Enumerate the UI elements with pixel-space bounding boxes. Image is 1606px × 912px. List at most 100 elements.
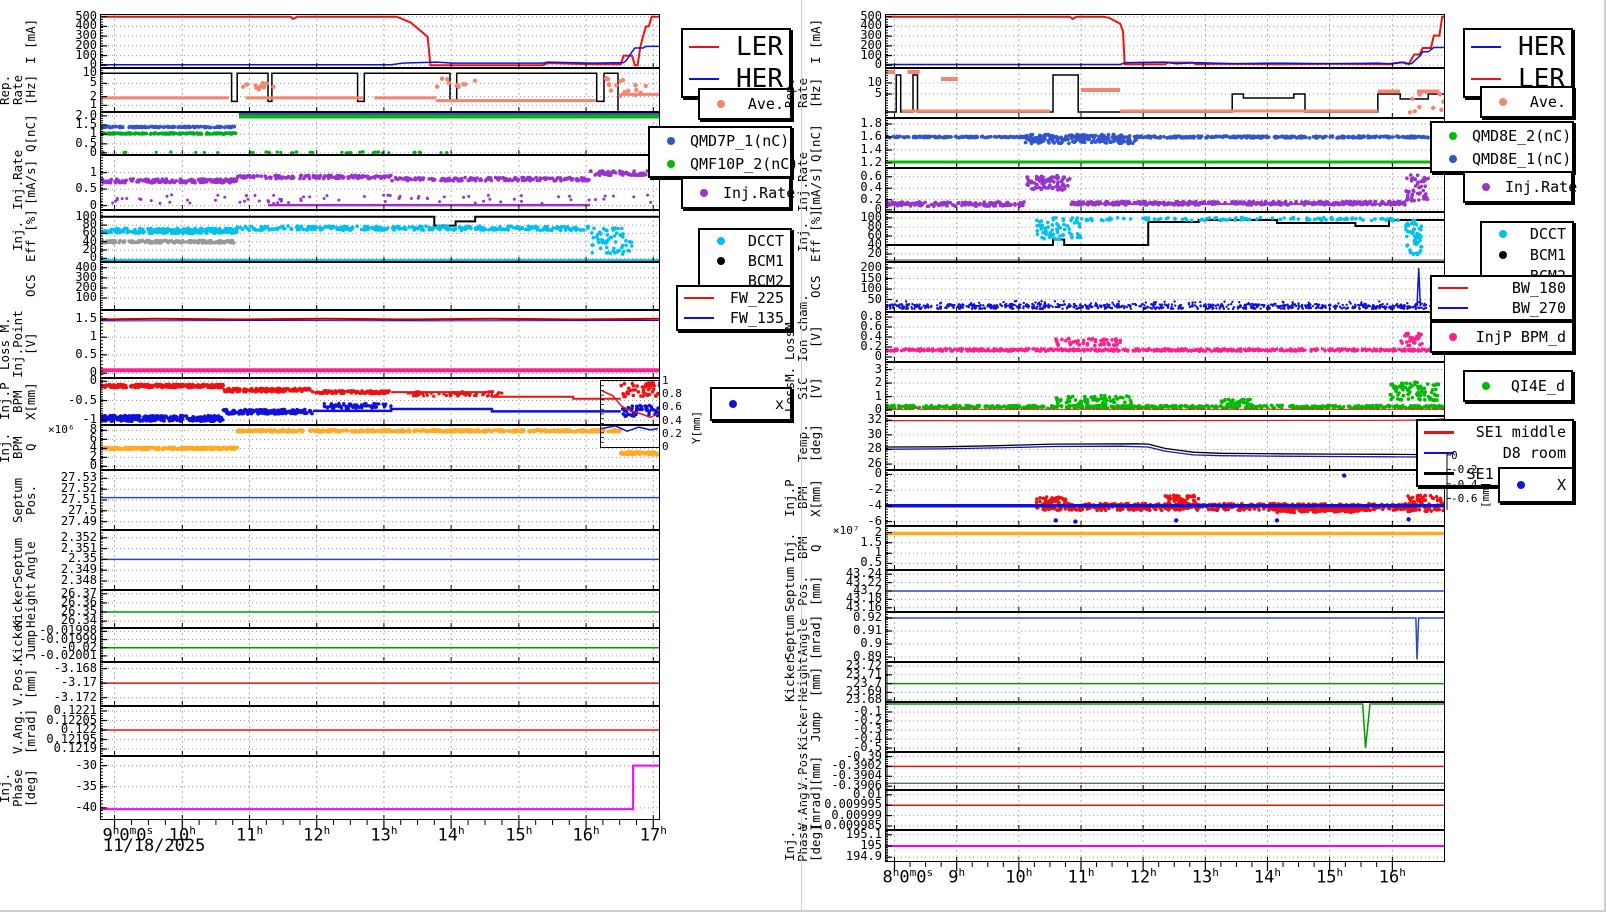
series-dot bbox=[344, 151, 349, 155]
series-dot bbox=[149, 124, 154, 129]
series-dot bbox=[1011, 135, 1015, 139]
plot-border bbox=[885, 68, 1445, 118]
series-dot bbox=[620, 245, 624, 250]
series-dot bbox=[146, 178, 150, 183]
subplot-q-nc bbox=[885, 118, 1445, 168]
series-dot bbox=[612, 429, 617, 434]
series-dot bbox=[288, 388, 292, 393]
xtick-label: 11h bbox=[235, 824, 264, 846]
series-dot bbox=[524, 227, 528, 232]
series-dot bbox=[127, 239, 132, 244]
legend-label: Ave. bbox=[747, 95, 784, 113]
xtick-label: 10h bbox=[168, 824, 196, 846]
plot-border bbox=[100, 470, 660, 530]
series-dot bbox=[159, 414, 163, 418]
series-dot bbox=[243, 225, 247, 229]
series-dot bbox=[585, 224, 590, 229]
legend-label: LER bbox=[736, 32, 783, 62]
ytick-label: 26.36 bbox=[60, 594, 97, 609]
series-dot bbox=[192, 417, 197, 421]
series-dot bbox=[209, 241, 213, 245]
ytick-label: 0 bbox=[89, 365, 97, 380]
series-dot bbox=[162, 446, 167, 451]
series-dot bbox=[453, 227, 458, 231]
legend-entry: Inj.Rate bbox=[685, 184, 795, 202]
series-dot bbox=[158, 124, 162, 129]
series-dot bbox=[638, 173, 642, 178]
series-dot bbox=[179, 125, 183, 129]
series-dot bbox=[221, 132, 225, 136]
series-dot bbox=[380, 151, 385, 155]
series-dot bbox=[591, 235, 596, 240]
series-dot bbox=[484, 177, 489, 181]
legend-label: FW_135 bbox=[729, 309, 784, 327]
series-dot bbox=[650, 390, 655, 394]
series-dot bbox=[601, 226, 606, 231]
series-dot bbox=[350, 429, 355, 434]
legend-line-marker bbox=[685, 77, 723, 81]
series-dot bbox=[389, 404, 393, 408]
ylabel-loss-m: Loss M. Inj.Point [V] bbox=[0, 310, 38, 378]
series-line bbox=[100, 45, 660, 66]
series-dot bbox=[235, 445, 239, 450]
series-dot bbox=[938, 135, 943, 139]
series-dot bbox=[275, 227, 280, 232]
series-dot bbox=[340, 428, 345, 433]
series-dot bbox=[308, 195, 312, 199]
ytick-label: 300 bbox=[860, 28, 882, 43]
series-dot bbox=[253, 194, 257, 197]
series-dot bbox=[649, 200, 653, 204]
plot-border bbox=[100, 628, 660, 662]
subplot-ocs bbox=[100, 262, 660, 310]
series-dot bbox=[1439, 107, 1444, 112]
series-dot bbox=[153, 131, 158, 135]
ytick-label: 1.5 bbox=[75, 310, 97, 325]
series-dot bbox=[416, 196, 420, 200]
series-dot bbox=[427, 177, 432, 181]
series-dot bbox=[170, 193, 174, 197]
plot-border bbox=[100, 14, 660, 68]
series-dot bbox=[349, 151, 353, 155]
ylabel-v-ang: V.Ang. [mrad] bbox=[10, 708, 38, 754]
series-dot bbox=[219, 231, 224, 235]
series-dot bbox=[384, 402, 388, 406]
series-dot bbox=[610, 170, 614, 174]
series-dot bbox=[122, 179, 127, 183]
series-dot bbox=[302, 195, 306, 199]
series-dot bbox=[162, 125, 166, 129]
series-dot bbox=[643, 172, 648, 177]
plot-border bbox=[100, 530, 660, 590]
series-dot bbox=[332, 390, 336, 395]
series-dot bbox=[495, 177, 500, 181]
series-dot bbox=[236, 225, 240, 230]
ytick-label: 2.348 bbox=[60, 573, 97, 587]
series-dot bbox=[608, 88, 614, 93]
ytick-label: -0.01998 bbox=[39, 623, 97, 638]
series-dot bbox=[207, 132, 212, 136]
series-dot bbox=[481, 429, 485, 434]
series-dot bbox=[178, 419, 183, 423]
series-dot bbox=[558, 429, 563, 434]
series-dot bbox=[373, 405, 377, 409]
series-dot bbox=[136, 240, 140, 245]
series-dot bbox=[406, 391, 410, 395]
series-dot bbox=[204, 125, 209, 129]
series-dot bbox=[379, 176, 383, 181]
series-dot bbox=[352, 174, 357, 179]
series-dot bbox=[116, 178, 120, 183]
series-dot bbox=[554, 178, 558, 183]
series-dot bbox=[225, 124, 229, 129]
series-dot bbox=[509, 224, 513, 228]
series-dot bbox=[308, 428, 312, 433]
series-dot bbox=[926, 134, 931, 139]
series-dot bbox=[375, 402, 380, 406]
ytick-label: 1 bbox=[89, 126, 97, 141]
legend-label: BCM1 bbox=[747, 252, 784, 270]
series-dot bbox=[621, 235, 625, 239]
inset-tick-label: 0.2 bbox=[662, 426, 682, 440]
series-dot bbox=[520, 199, 523, 203]
series-dot bbox=[438, 200, 442, 204]
series-dot bbox=[354, 391, 358, 395]
series-dot bbox=[102, 125, 107, 130]
series-dot bbox=[187, 125, 191, 130]
